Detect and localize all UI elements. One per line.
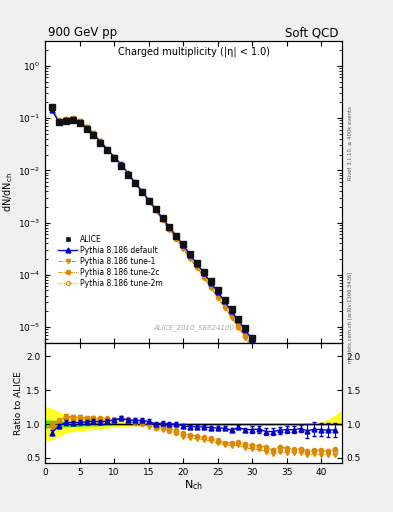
Legend: ALICE, Pythia 8.186 default, Pythia 8.186 tune-1, Pythia 8.186 tune-2c, Pythia 8: ALICE, Pythia 8.186 default, Pythia 8.18… <box>55 232 166 291</box>
Y-axis label: Ratio to ALICE: Ratio to ALICE <box>14 371 23 435</box>
Y-axis label: dN/dN$_{\mathsf{ch}}$: dN/dN$_{\mathsf{ch}}$ <box>1 172 15 212</box>
Text: Charged multiplicity (|η| < 1.0): Charged multiplicity (|η| < 1.0) <box>118 47 270 57</box>
Text: Rivet 3.1.10, ≥ 400k events: Rivet 3.1.10, ≥ 400k events <box>348 106 353 180</box>
Text: mcplots.cern.ch [arXiv:1306.3436]: mcplots.cern.ch [arXiv:1306.3436] <box>348 272 353 363</box>
Text: 900 GeV pp: 900 GeV pp <box>48 27 117 39</box>
Text: ALICE_2010_S8624100: ALICE_2010_S8624100 <box>153 324 234 331</box>
X-axis label: N$_{\mathsf{ch}}$: N$_{\mathsf{ch}}$ <box>184 479 203 493</box>
Text: Soft QCD: Soft QCD <box>285 27 339 39</box>
